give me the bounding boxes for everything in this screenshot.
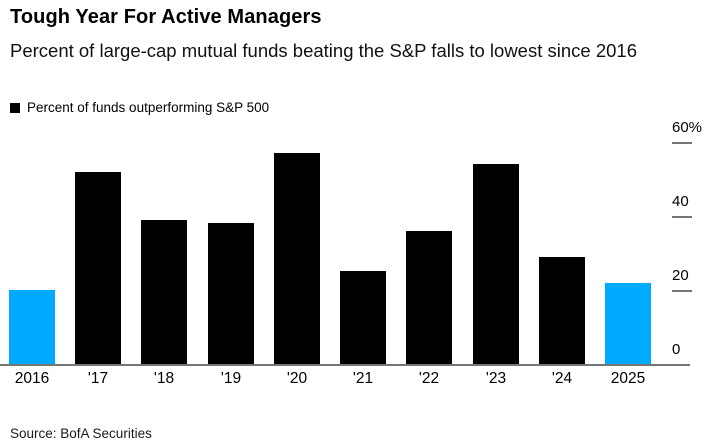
chart-subtitle: Percent of large-cap mutual funds beatin… bbox=[10, 40, 637, 61]
legend: Percent of funds outperforming S&P 500 bbox=[10, 100, 269, 115]
bar-'24 bbox=[539, 257, 585, 364]
x-tick-label: '23 bbox=[485, 370, 507, 387]
y-tick-mark bbox=[672, 216, 692, 218]
legend-swatch-icon bbox=[10, 102, 20, 113]
y-tick-label: 60% bbox=[672, 119, 703, 136]
x-tick-label: '18 bbox=[153, 370, 175, 387]
chart-title: Tough Year For Active Managers bbox=[10, 6, 322, 28]
bar-'22 bbox=[406, 231, 452, 364]
y-tick-label: 20 bbox=[672, 267, 689, 284]
bar-'18 bbox=[141, 220, 187, 364]
x-tick-label: '22 bbox=[418, 370, 440, 387]
bar-'23 bbox=[473, 164, 519, 364]
x-tick-label: 2025 bbox=[610, 370, 646, 387]
bar-2025 bbox=[605, 283, 651, 364]
bar-chart: 2016 '17 '18 '19 '20 '21 '22 '23 '24 2025 0 20 40 60… bbox=[0, 118, 725, 400]
y-tick-mark bbox=[672, 142, 692, 144]
bar-2016 bbox=[9, 290, 55, 364]
y-tick-label: 40 bbox=[672, 193, 689, 210]
x-tick-label: '20 bbox=[286, 370, 308, 387]
y-tick-mark bbox=[672, 290, 692, 292]
bar-'20 bbox=[274, 153, 320, 364]
bar-'19 bbox=[208, 223, 254, 364]
x-tick-label: '21 bbox=[352, 370, 374, 387]
x-tick-label: '19 bbox=[220, 370, 242, 387]
x-axis-baseline bbox=[0, 364, 690, 366]
bar-'17 bbox=[75, 172, 121, 364]
x-tick-label: '17 bbox=[87, 370, 109, 387]
y-tick-label: 0 bbox=[672, 341, 681, 358]
legend-label: Percent of funds outperforming S&P 500 bbox=[27, 100, 270, 115]
x-tick-label: '24 bbox=[551, 370, 573, 387]
x-tick-label: 2016 bbox=[14, 370, 50, 387]
bar-'21 bbox=[340, 271, 386, 364]
source-note: Source: BofA Securities bbox=[10, 426, 152, 441]
